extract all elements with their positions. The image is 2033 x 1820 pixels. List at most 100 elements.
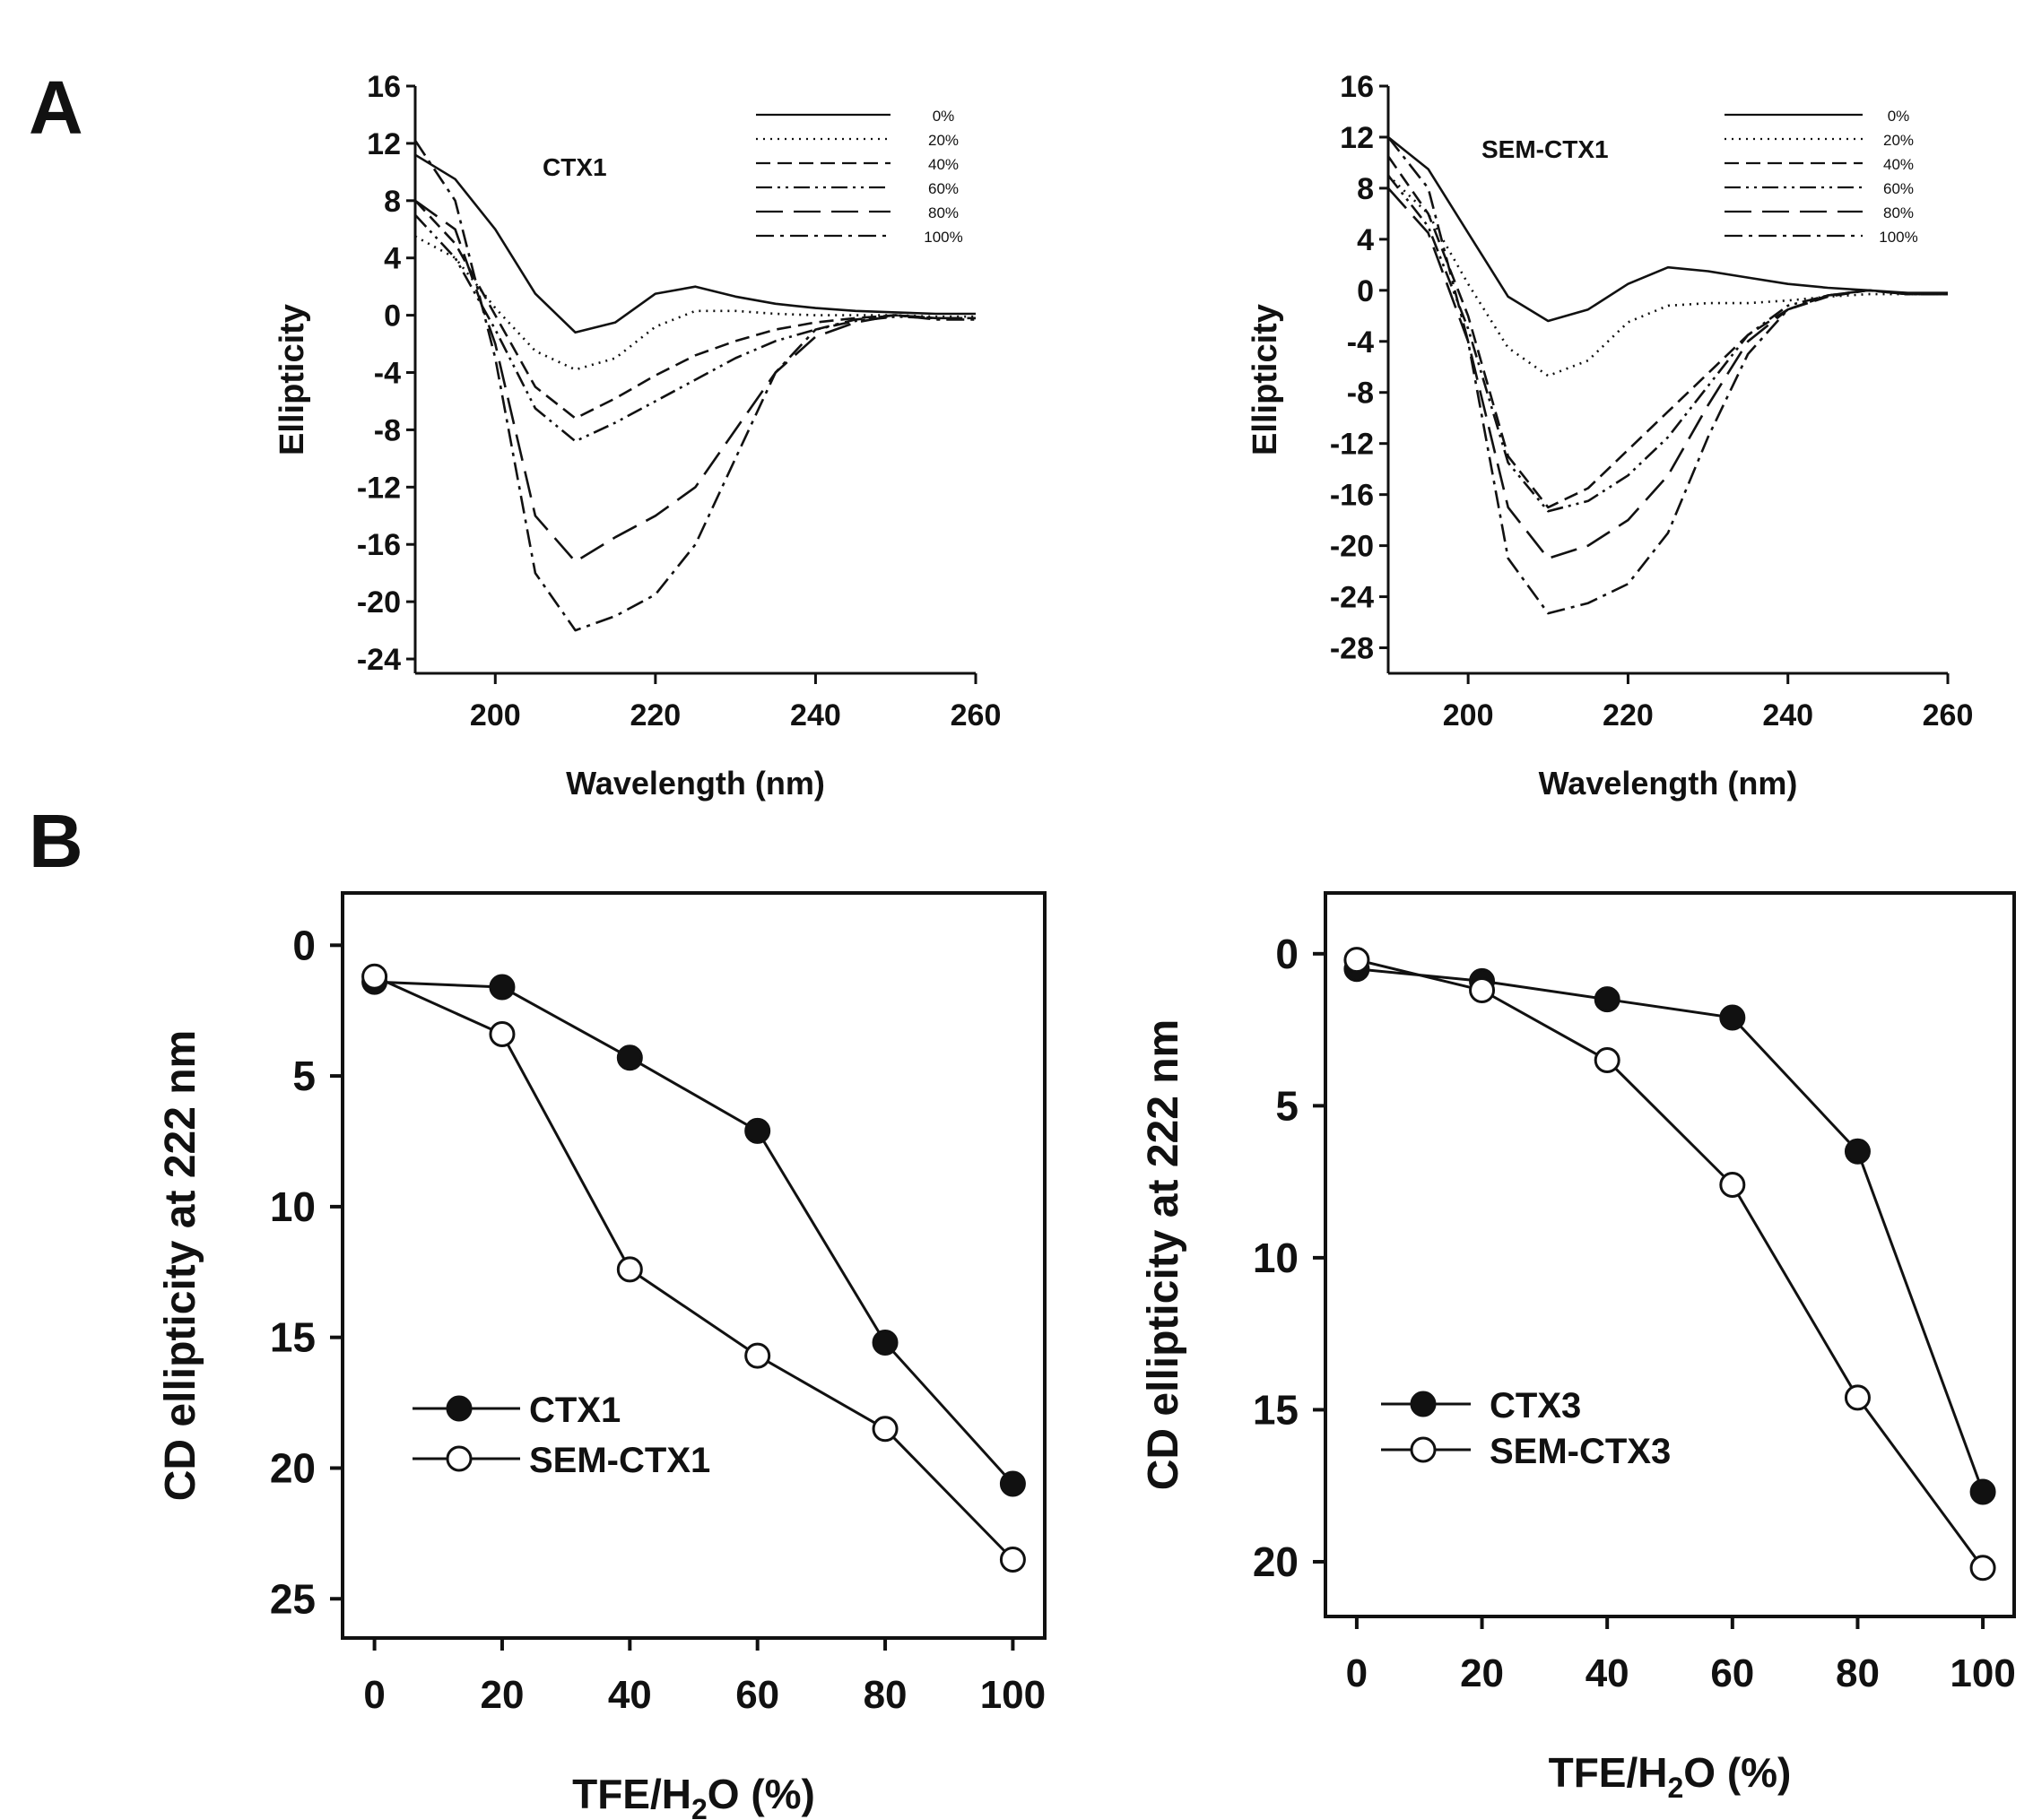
x-tick-label: 60 <box>735 1673 779 1717</box>
legend-marker <box>446 1395 473 1422</box>
y-tick-label: -24 <box>357 643 401 677</box>
y-tick-label: -12 <box>1330 428 1374 462</box>
data-point-CTX1 <box>489 974 516 1001</box>
series-line-40pct <box>414 199 976 420</box>
series-line-CTX1 <box>374 980 1014 1486</box>
data-point-SEM-CTX1 <box>361 963 388 990</box>
x-tick-label: 0 <box>1346 1651 1368 1695</box>
x-tick-label: 200 <box>1443 698 1494 732</box>
legend-label: 20% <box>928 132 959 149</box>
legend-label: 20% <box>1883 132 1914 149</box>
x-axis-label-subscript: 2 <box>691 1793 708 1820</box>
y-axis-label: CD ellipticity at 222 nm <box>1140 1019 1187 1491</box>
data-point-CTX1 <box>872 1330 899 1356</box>
y-tick-label: 0 <box>1357 274 1374 308</box>
series-line-40pct <box>1386 155 1948 509</box>
series-line-0pct <box>1387 135 1948 323</box>
series-line-100pct <box>413 139 976 632</box>
chart-title: CTX1 <box>543 153 607 181</box>
legend-marker <box>446 1445 473 1472</box>
series-line-CTX3 <box>1356 967 1985 1493</box>
x-axis-label-main: TFE/H <box>572 1771 691 1817</box>
plot-frame <box>341 891 1047 1640</box>
panel-label-a: A <box>29 65 83 150</box>
x-tick-label: 260 <box>951 698 1002 732</box>
x-axis-label: Wavelength (nm) <box>1539 765 1798 802</box>
x-tick-label: 40 <box>1586 1651 1629 1695</box>
series-line-60pct <box>414 213 976 443</box>
data-point-SEM-CTX1 <box>616 1256 643 1283</box>
series-line-100pct <box>1386 136 1948 615</box>
x-tick-label: 240 <box>1762 698 1813 732</box>
data-point-CTX1 <box>999 1470 1026 1497</box>
y-tick-label: 15 <box>270 1314 316 1361</box>
x-tick-label: 80 <box>864 1673 908 1717</box>
series-line-80pct <box>414 199 976 563</box>
y-tick-label: 10 <box>1253 1235 1299 1281</box>
tfe-ellipticity-chart-1: 0 5 10 15 20 25 0 20 40 60 80 100 TFE/H2O (%) CD elli… <box>157 891 1047 1820</box>
y-tick-label: -16 <box>1330 479 1374 513</box>
cd-spectrum-chart-1: 16 12 8 4 0 -4 -8 -12 -16 -20 -24 200 220 240 260 Wavel… <box>274 70 1001 802</box>
y-tick-label: 5 <box>292 1053 316 1099</box>
series-line-60pct <box>1386 174 1948 513</box>
tfe-ellipticity-chart-2: 0 5 10 15 20 0 20 40 60 80 100 TFE/H2O (%) CD ellipt… <box>1140 891 2016 1804</box>
x-axis-label: Wavelength (nm) <box>566 765 825 802</box>
legend-label: 100% <box>924 229 962 246</box>
x-axis-label-subscript: 2 <box>1667 1772 1683 1804</box>
series-line-80pct <box>1387 187 1948 560</box>
x-tick-label: 20 <box>1460 1651 1504 1695</box>
data-point-SEM-CTX1 <box>744 1342 771 1369</box>
legend-label: 0% <box>1888 108 1910 125</box>
y-tick-label: -8 <box>374 413 401 447</box>
series-line-SEM-CTX3 <box>1356 958 1985 1569</box>
y-tick-label: 0 <box>292 922 316 968</box>
y-axis-label: CD ellipticity at 222 nm <box>157 1030 204 1502</box>
y-tick-label: 20 <box>270 1444 316 1491</box>
data-point-CTX1 <box>744 1117 771 1144</box>
legend-label: 80% <box>1883 204 1914 221</box>
y-tick-label: -4 <box>1347 325 1374 360</box>
x-tick-label: 260 <box>1923 698 1974 732</box>
x-axis-label: TFE/H2O (%) <box>572 1771 815 1820</box>
data-point-CTX3 <box>1844 1138 1871 1165</box>
y-tick-label: 4 <box>1357 223 1374 257</box>
x-tick-label: 200 <box>470 698 521 732</box>
data-point-CTX3 <box>1719 1004 1746 1031</box>
data-point-CTX3 <box>1969 1478 1996 1505</box>
legend-label: 60% <box>928 180 959 197</box>
y-axis-label: Ellipticity <box>1247 304 1284 455</box>
legend-label: CTX3 <box>1490 1386 1581 1426</box>
y-tick-label: 16 <box>367 70 401 104</box>
y-tick-label: 16 <box>1340 70 1374 104</box>
legend-label: 40% <box>1883 156 1914 173</box>
y-tick-label: -8 <box>1347 377 1374 411</box>
data-point-SEM-CTX1 <box>999 1547 1026 1573</box>
y-tick-label: 20 <box>1253 1538 1299 1585</box>
chart-title: SEM-CTX1 <box>1481 135 1609 163</box>
x-tick-label: 100 <box>1950 1651 2015 1695</box>
y-tick-label: -24 <box>1330 581 1374 615</box>
y-tick-label: -16 <box>357 528 401 562</box>
legend-label: 80% <box>928 204 959 221</box>
y-tick-label: -28 <box>1330 632 1374 666</box>
legend-marker <box>1410 1436 1437 1463</box>
series-line-0pct <box>414 153 976 334</box>
legend-label: SEM-CTX3 <box>1490 1432 1671 1471</box>
x-tick-label: 0 <box>363 1673 385 1717</box>
y-tick-label: -20 <box>1330 530 1374 564</box>
y-tick-label: -20 <box>357 585 401 620</box>
y-tick-label: 4 <box>384 242 401 276</box>
y-tick-label: 12 <box>1340 121 1374 155</box>
y-tick-label: 8 <box>384 185 401 219</box>
x-axis-label-main: TFE/H <box>1549 1749 1668 1796</box>
data-point-SEM-CTX3 <box>1469 977 1496 1004</box>
panel-label-b: B <box>29 799 83 883</box>
data-point-CTX3 <box>1594 986 1620 1013</box>
data-point-SEM-CTX3 <box>1969 1555 1996 1582</box>
legend-label: 60% <box>1883 180 1914 197</box>
legend-label: 40% <box>928 156 959 173</box>
y-tick-label: 12 <box>367 127 401 161</box>
legend-label: CTX1 <box>529 1391 621 1430</box>
data-point-SEM-CTX3 <box>1844 1384 1871 1411</box>
